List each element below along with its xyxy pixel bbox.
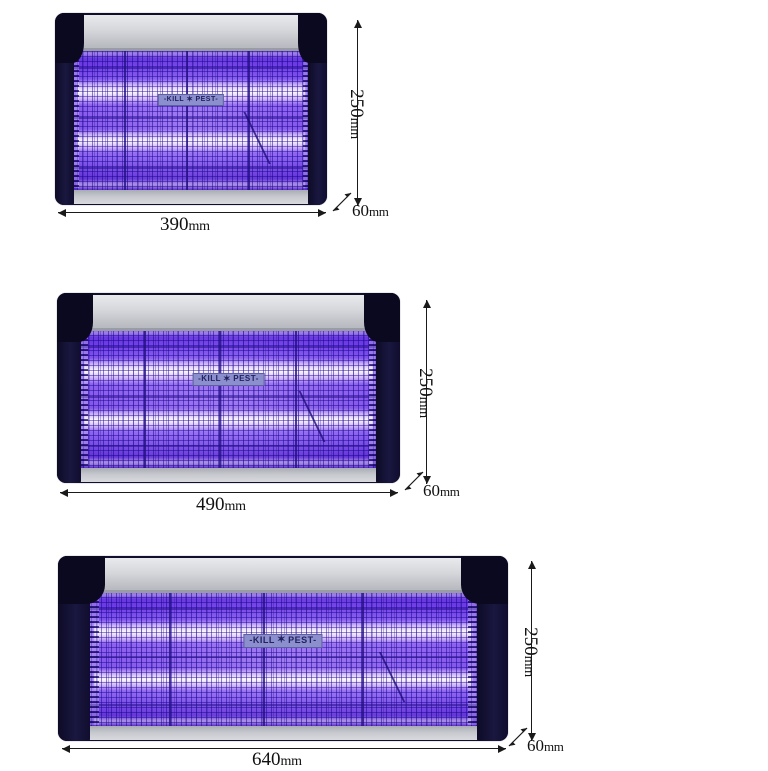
collection-tray xyxy=(67,189,315,204)
height-dimension-label-390: 250mm xyxy=(346,89,367,139)
mesh-rod xyxy=(248,45,251,198)
width-dimension-line-490 xyxy=(60,488,398,497)
corner-cap-right xyxy=(364,293,400,483)
side-grille-left xyxy=(71,54,80,189)
brand-suffix-text: PEST- xyxy=(195,96,219,104)
mesh-rail-top xyxy=(78,346,379,349)
depth-dimension-arrow-640 xyxy=(505,724,531,750)
width-dimension-label-640: 640mm xyxy=(252,749,302,770)
mesh-rod xyxy=(186,45,189,198)
brand-logo-plate: -KILL ✶ PEST- xyxy=(157,93,225,106)
mesh-rail-mid xyxy=(71,116,311,119)
electric-mesh-grid xyxy=(85,587,481,734)
uv-grid-interior xyxy=(71,45,311,198)
width-dimension-label-490: 490mm xyxy=(196,494,246,515)
product-unit-640: -KILL ✶ PEST- xyxy=(58,556,508,741)
side-grille-left xyxy=(78,334,88,467)
corner-cap-right xyxy=(460,556,508,741)
electric-mesh-grid-coarse xyxy=(78,325,379,476)
electric-mesh-grid xyxy=(71,45,311,198)
depth-dimension-label-640: 60mm xyxy=(527,736,564,755)
corner-cap-right xyxy=(298,13,327,205)
corner-cap-left xyxy=(58,556,105,741)
width-dimension-label-390: 390mm xyxy=(160,214,210,235)
electric-mesh-grid-coarse xyxy=(85,587,481,734)
brand-logo-plate: -KILL ✶ PEST- xyxy=(192,372,265,386)
height-dimension-line-490 xyxy=(422,300,431,484)
mesh-rail-bottom xyxy=(78,445,379,448)
depth-dimension-label-490: 60mm xyxy=(423,481,460,500)
electric-mesh-grid xyxy=(78,325,379,476)
brand-suffix-text: PEST- xyxy=(288,635,317,646)
mosquito-icon: ✶ xyxy=(276,634,287,646)
product-unit-390: -KILL ✶ PEST- xyxy=(55,13,327,205)
width-dimension-line-640 xyxy=(62,744,506,753)
height-dimension-line-390 xyxy=(353,20,362,206)
mesh-rod xyxy=(219,325,222,476)
uv-grid-interior xyxy=(78,325,379,476)
device-body: -KILL ✶ PEST- xyxy=(55,13,327,205)
mesh-rail-top xyxy=(85,607,481,610)
collection-tray xyxy=(72,467,385,482)
mesh-rail-mid xyxy=(85,656,481,659)
top-housing-bar xyxy=(63,15,319,52)
side-grille-right xyxy=(302,54,311,189)
side-grille-right xyxy=(369,334,379,467)
mesh-rod xyxy=(124,45,127,198)
mesh-rail-top xyxy=(71,66,311,69)
mesh-rail-bottom xyxy=(71,166,311,169)
depth-dimension-arrow-390 xyxy=(329,189,355,215)
mesh-rod xyxy=(294,325,297,476)
device-body: -KILL ✶ PEST- xyxy=(58,556,508,741)
mesh-rod xyxy=(263,587,266,734)
depth-dimension-label-390: 60mm xyxy=(352,201,389,220)
brand-prefix-text: -KILL xyxy=(198,374,222,384)
uv-grid-interior xyxy=(85,587,481,734)
mosquito-icon: ✶ xyxy=(223,373,232,384)
brand-logo-plate: -KILL ✶ PEST- xyxy=(243,633,323,649)
brand-prefix-text: -KILL xyxy=(249,635,275,646)
electric-mesh-grid-coarse xyxy=(71,45,311,198)
top-housing-bar xyxy=(71,558,495,594)
mesh-rail-mid xyxy=(78,395,379,398)
height-dimension-line-640 xyxy=(527,561,536,741)
mesh-rod xyxy=(361,587,364,734)
height-dimension-label-640: 250mm xyxy=(520,627,541,677)
mesh-rail-bottom xyxy=(85,704,481,707)
mosquito-icon: ✶ xyxy=(186,94,194,104)
product-unit-490: -KILL ✶ PEST- xyxy=(57,293,400,483)
corner-cap-left xyxy=(57,293,93,483)
device-body: -KILL ✶ PEST- xyxy=(57,293,400,483)
brand-prefix-text: -KILL xyxy=(163,96,185,104)
mesh-rod xyxy=(144,325,147,476)
corner-cap-left xyxy=(55,13,84,205)
collection-tray xyxy=(78,726,488,740)
brand-suffix-text: PEST- xyxy=(233,374,259,384)
mesh-rod xyxy=(168,587,171,734)
height-dimension-label-490: 250mm xyxy=(415,368,436,418)
depth-dimension-arrow-490 xyxy=(401,468,427,494)
width-dimension-line-390 xyxy=(58,208,326,217)
top-housing-bar xyxy=(67,295,391,332)
